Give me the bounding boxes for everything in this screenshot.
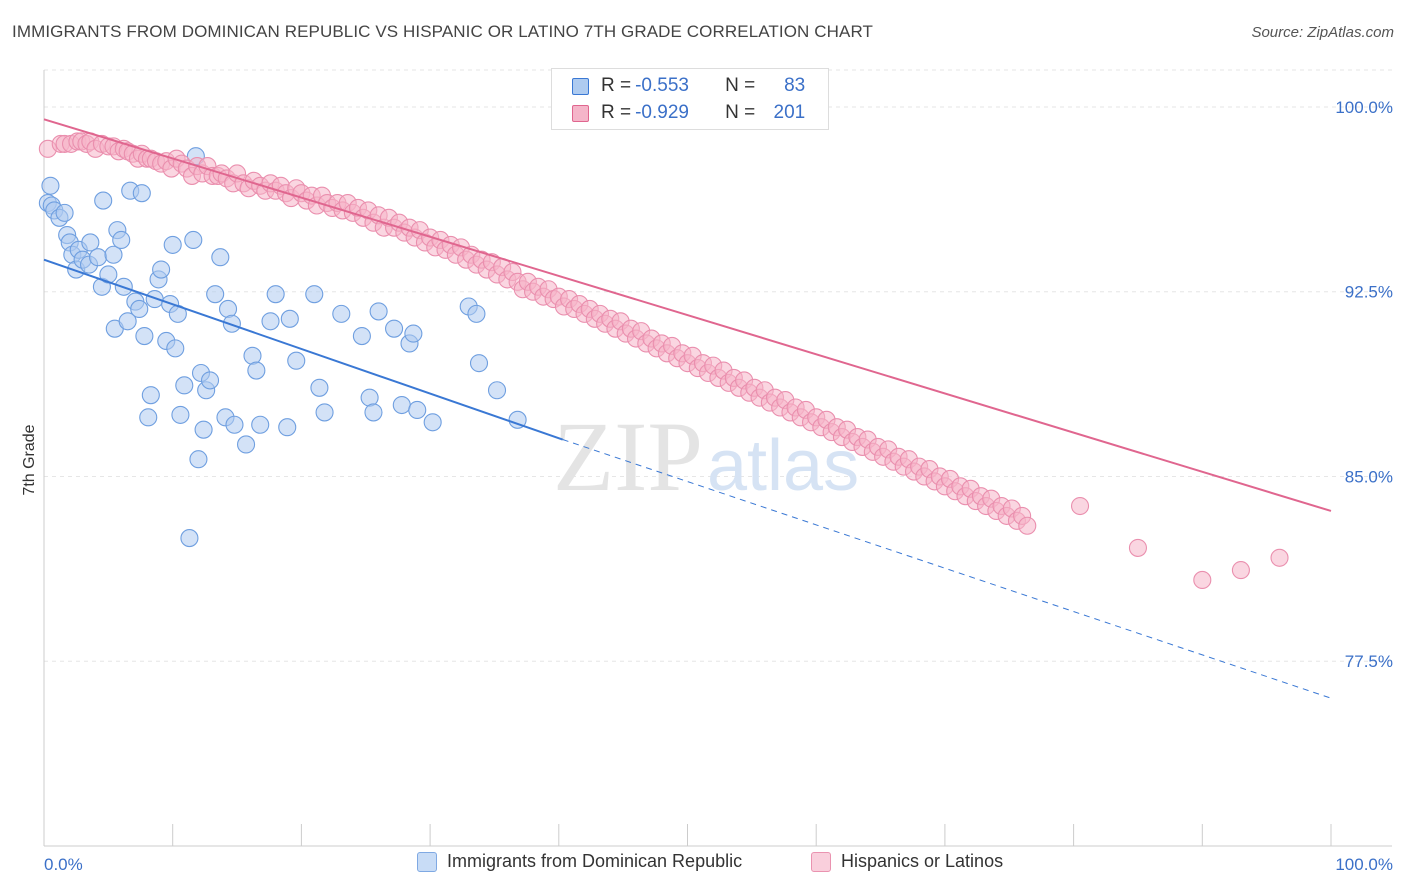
pink-point bbox=[1270, 548, 1289, 567]
x-tick-label: 0.0% bbox=[44, 855, 83, 874]
blue-point bbox=[278, 418, 297, 437]
series-legend: Immigrants from Dominican Republic Hispa… bbox=[0, 851, 1406, 877]
watermark-zip: ZIP bbox=[553, 401, 703, 512]
blue-point bbox=[247, 361, 266, 380]
pink-swatch bbox=[811, 851, 831, 872]
blue-point bbox=[171, 405, 190, 424]
blue-point bbox=[408, 400, 427, 420]
y-tick-label: 85.0% bbox=[1345, 467, 1393, 486]
blue-point bbox=[225, 415, 244, 434]
n-value: 201 bbox=[773, 102, 806, 123]
blue-point bbox=[41, 176, 60, 195]
r-label: R = bbox=[601, 75, 632, 96]
blue-point bbox=[81, 233, 100, 252]
chart-source: Source: ZipAtlas.com bbox=[1251, 24, 1394, 41]
series-legend-label: Immigrants from Dominican Republic bbox=[447, 851, 743, 871]
blue-point bbox=[404, 324, 423, 343]
y-axis-label: 7th Grade bbox=[21, 424, 38, 495]
blue-trend-extension bbox=[562, 439, 1332, 699]
blue-point bbox=[392, 395, 411, 415]
y-tick-label: 77.5% bbox=[1345, 652, 1393, 671]
blue-point bbox=[360, 388, 379, 407]
blue-point bbox=[243, 346, 262, 365]
stats-legend: R = -0.553 N = 83 R = -0.929 N = 201 bbox=[551, 68, 829, 130]
blue-point bbox=[55, 203, 74, 222]
blue-point bbox=[364, 403, 383, 422]
stats-legend-row-blue: R = -0.553 N = 83 bbox=[572, 74, 805, 98]
blue-point bbox=[305, 285, 324, 304]
blue-point bbox=[287, 351, 306, 370]
pink-trend-line bbox=[43, 118, 1332, 512]
blue-point bbox=[251, 415, 270, 434]
blue-point bbox=[487, 381, 507, 400]
blue-point bbox=[139, 408, 158, 427]
blue-point bbox=[180, 529, 199, 548]
blue-point bbox=[222, 314, 241, 333]
pink-point bbox=[1231, 561, 1250, 580]
blue-point bbox=[118, 312, 137, 331]
blue-point bbox=[89, 248, 108, 267]
series-legend-item-pink[interactable]: Hispanics or Latinos bbox=[811, 851, 1003, 872]
blue-point bbox=[315, 403, 334, 422]
blue-point bbox=[467, 304, 486, 323]
blue-point bbox=[184, 230, 203, 250]
n-value: 83 bbox=[784, 75, 806, 96]
blue-point bbox=[218, 299, 238, 319]
blue-point bbox=[206, 285, 225, 304]
blue-swatch bbox=[572, 77, 589, 95]
blue-point bbox=[369, 302, 388, 321]
blue-point bbox=[469, 354, 489, 373]
blue-point bbox=[189, 450, 208, 469]
y-tick-label: 100.0% bbox=[1335, 98, 1393, 117]
pink-point bbox=[1070, 496, 1090, 516]
x-tick-label: 100.0% bbox=[1335, 855, 1393, 874]
blue-point bbox=[352, 327, 371, 346]
pink-point bbox=[1128, 538, 1147, 557]
blue-point bbox=[132, 184, 151, 203]
blue-point bbox=[166, 339, 185, 358]
pink-swatch bbox=[572, 104, 589, 122]
blue-point bbox=[261, 312, 280, 331]
pink-point bbox=[1193, 570, 1212, 589]
blue-trend-line bbox=[43, 258, 563, 441]
blue-point bbox=[508, 410, 527, 429]
series-legend-item-blue[interactable]: Immigrants from Dominican Republic bbox=[417, 851, 742, 872]
blue-point bbox=[94, 191, 113, 210]
blue-point bbox=[130, 299, 149, 319]
blue-point bbox=[332, 304, 351, 323]
blue-point bbox=[310, 378, 329, 397]
r-value: -0.553 bbox=[635, 75, 689, 96]
n-label: N = bbox=[725, 102, 756, 123]
r-value: -0.929 bbox=[635, 102, 689, 123]
blue-point bbox=[211, 248, 230, 267]
blue-point bbox=[104, 245, 123, 264]
pink-point bbox=[1018, 516, 1037, 535]
blue-point bbox=[194, 420, 213, 439]
n-label: N = bbox=[725, 75, 756, 96]
blue-point bbox=[266, 285, 285, 304]
blue-point bbox=[152, 260, 171, 279]
blue-point bbox=[163, 235, 182, 254]
blue-point bbox=[280, 309, 299, 328]
stats-legend-row-pink: R = -0.929 N = 201 bbox=[572, 101, 805, 125]
blue-point bbox=[141, 386, 160, 405]
blue-point bbox=[237, 435, 256, 454]
blue-swatch bbox=[417, 851, 437, 872]
series-legend-label: Hispanics or Latinos bbox=[841, 851, 1004, 871]
blue-point bbox=[200, 371, 220, 390]
chart-title: IMMIGRANTS FROM DOMINICAN REPUBLIC VS HI… bbox=[12, 22, 874, 41]
blue-point bbox=[175, 376, 194, 395]
y-tick-label: 92.5% bbox=[1345, 283, 1393, 302]
blue-point bbox=[112, 230, 131, 250]
blue-point bbox=[385, 319, 404, 338]
blue-point bbox=[423, 413, 442, 432]
blue-point bbox=[135, 327, 154, 346]
r-label: R = bbox=[601, 102, 632, 123]
